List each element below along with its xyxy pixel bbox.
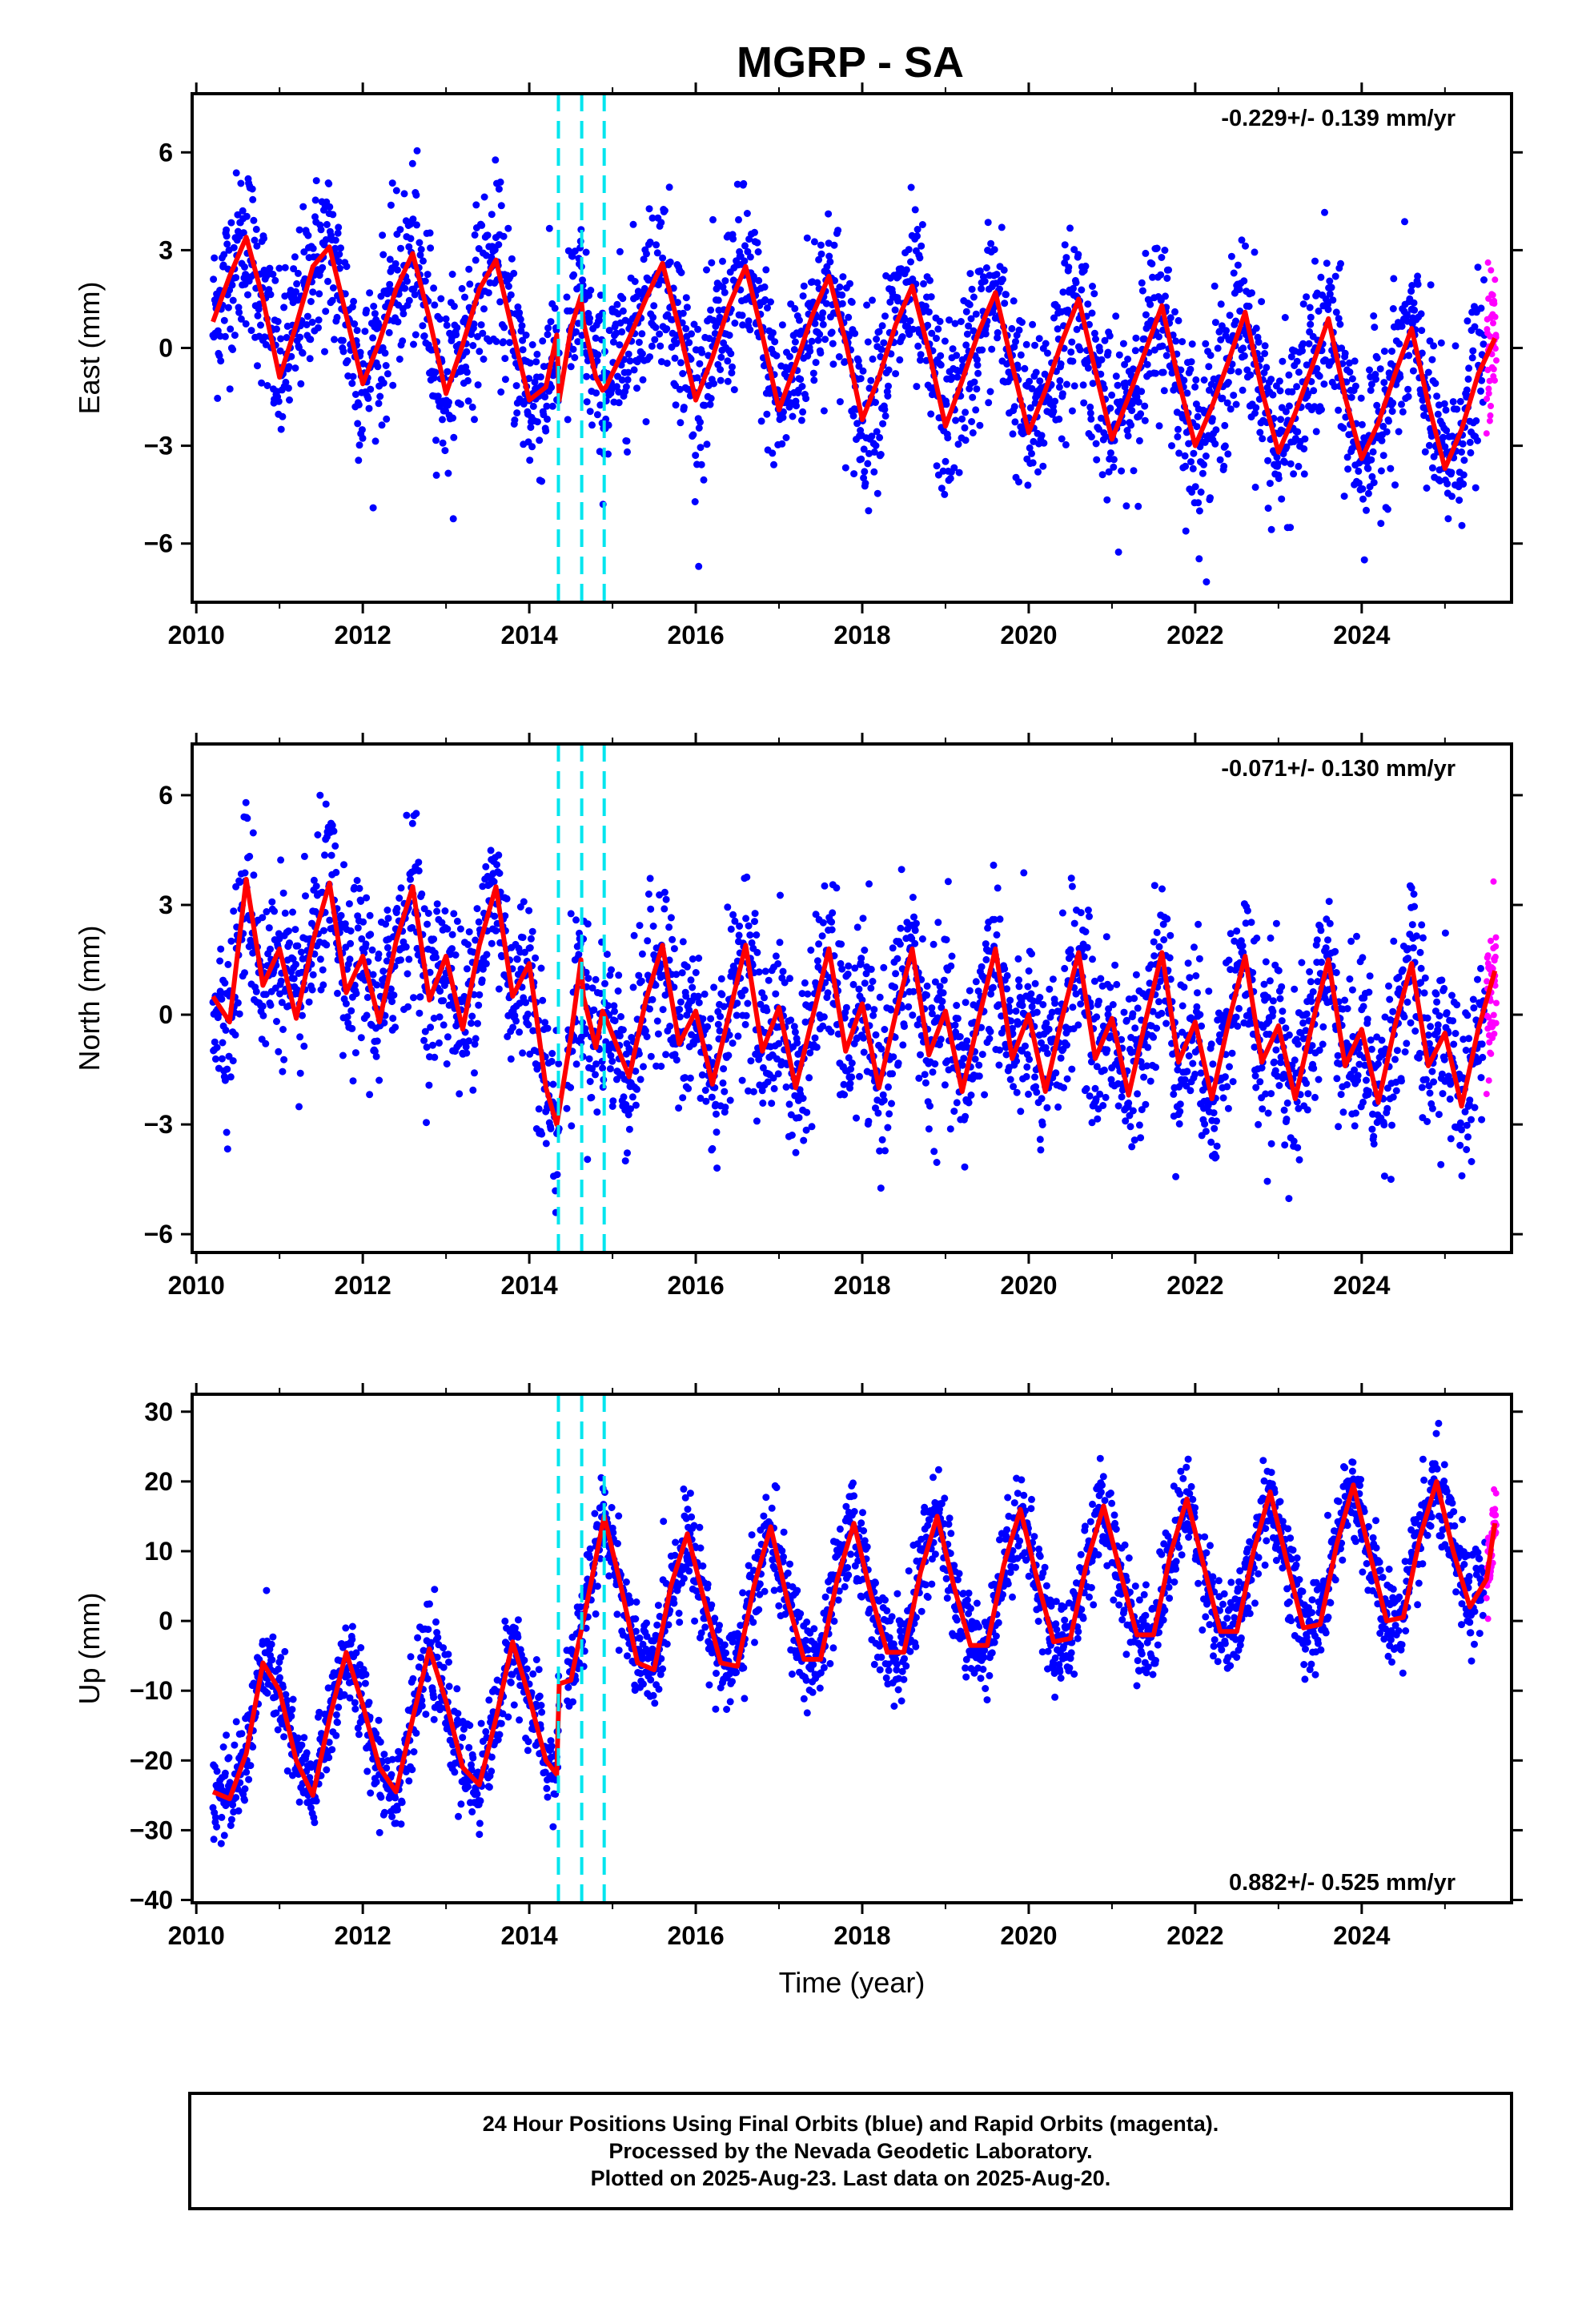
up-x-axis-label: Time (year) [779, 1966, 926, 1999]
north-y-tick-label: −3 [144, 1110, 173, 1139]
north-x-tick-label: 2010 [168, 1271, 225, 1300]
up-x-tick-label: 2010 [168, 1921, 225, 1950]
east-y-tick-label: 0 [159, 334, 173, 363]
up-y-tick-label: −40 [130, 1886, 173, 1915]
up-y-tick-label: 0 [159, 1606, 173, 1635]
north-final-orbit-points [209, 791, 1489, 1216]
up-x-tick-label: 2024 [1333, 1921, 1390, 1950]
up-x-tick-label: 2018 [833, 1921, 890, 1950]
north-x-tick-label: 2012 [335, 1271, 391, 1300]
north-y-tick-label: 0 [159, 1000, 173, 1029]
north-rate-annotation: -0.071+/- 0.130 mm/yr [1221, 756, 1456, 782]
north-x-tick-label: 2018 [833, 1271, 890, 1300]
legend-line-1: 24 Hour Positions Using Final Orbits (bl… [482, 2112, 1219, 2136]
up-y-tick-label: 10 [144, 1537, 173, 1566]
legend-box: 24 Hour Positions Using Final Orbits (bl… [188, 2092, 1513, 2210]
north-model-line [211, 877, 1498, 1128]
north-x-tick-label: 2020 [1000, 1271, 1057, 1300]
legend-line-2: Processed by the Nevada Geodetic Laborat… [608, 2139, 1093, 2163]
up-x-tick-label: 2020 [1000, 1921, 1057, 1950]
east-x-tick-label: 2024 [1333, 621, 1390, 649]
east-x-tick-label: 2018 [833, 621, 890, 649]
east-x-tick-label: 2010 [168, 621, 225, 649]
north-y-tick-label: 6 [159, 781, 173, 810]
east-y-tick-label: −6 [144, 529, 173, 558]
east-rate-annotation: -0.229+/- 0.139 mm/yr [1221, 106, 1456, 131]
up-x-tick-label: 2014 [501, 1921, 558, 1950]
chart-title: MGRP - SA [737, 38, 964, 86]
north-y-tick-label: 3 [159, 891, 173, 919]
up-y-tick-label: 30 [144, 1397, 173, 1426]
east-x-tick-label: 2020 [1000, 621, 1057, 649]
north-x-tick-label: 2014 [501, 1271, 558, 1300]
north-panel: 2010 2012 2014 2016 2018 2020 2022 2024 −6 −3 0 3 6 N… [73, 733, 1523, 1300]
north-y-axis-label: North (mm) [73, 926, 106, 1072]
up-x-tick-label: 2022 [1166, 1921, 1223, 1950]
up-plot-frame [191, 1393, 1513, 1904]
east-model-line [211, 235, 1497, 472]
up-x-tick-label: 2012 [335, 1921, 391, 1950]
up-y-tick-label: −30 [130, 1815, 173, 1844]
east-panel: 2010 2012 2014 2016 2018 2020 2022 2024 −6 −3 0 3 6 E… [73, 82, 1523, 649]
east-y-tick-label: 6 [159, 138, 173, 167]
up-y-tick-label: −20 [130, 1746, 173, 1775]
up-y-axis-label: Up (mm) [73, 1593, 106, 1705]
up-panel: 2010 2012 2014 2016 2018 2020 2022 2024−40−30−2… [73, 1383, 1523, 1999]
north-x-tick-label: 2016 [667, 1271, 724, 1300]
north-x-tick-label: 2022 [1166, 1271, 1223, 1300]
legend-line-3: Plotted on 2025-Aug-23. Last data on 202… [590, 2166, 1111, 2190]
north-y-tick-label: −6 [144, 1220, 173, 1248]
up-rate-annotation: 0.882+/- 0.525 mm/yr [1229, 1870, 1456, 1896]
east-x-tick-label: 2016 [667, 621, 724, 649]
east-x-tick-label: 2022 [1166, 621, 1223, 649]
north-x-tick-label: 2024 [1333, 1271, 1390, 1300]
east-x-tick-label: 2014 [501, 621, 558, 649]
up-model-line [211, 1478, 1498, 1802]
east-y-axis-label: East (mm) [73, 282, 106, 415]
up-final-orbit-points [209, 1419, 1489, 1848]
east-x-tick-label: 2012 [335, 621, 391, 649]
east-y-tick-label: −3 [144, 432, 173, 460]
up-y-tick-label: 20 [144, 1467, 173, 1496]
east-rapid-orbit-points [1483, 259, 1500, 437]
up-y-tick-label: −10 [130, 1676, 173, 1705]
up-x-tick-label: 2016 [667, 1921, 724, 1950]
east-y-tick-label: 3 [159, 235, 173, 264]
north-plot-frame [191, 742, 1513, 1254]
